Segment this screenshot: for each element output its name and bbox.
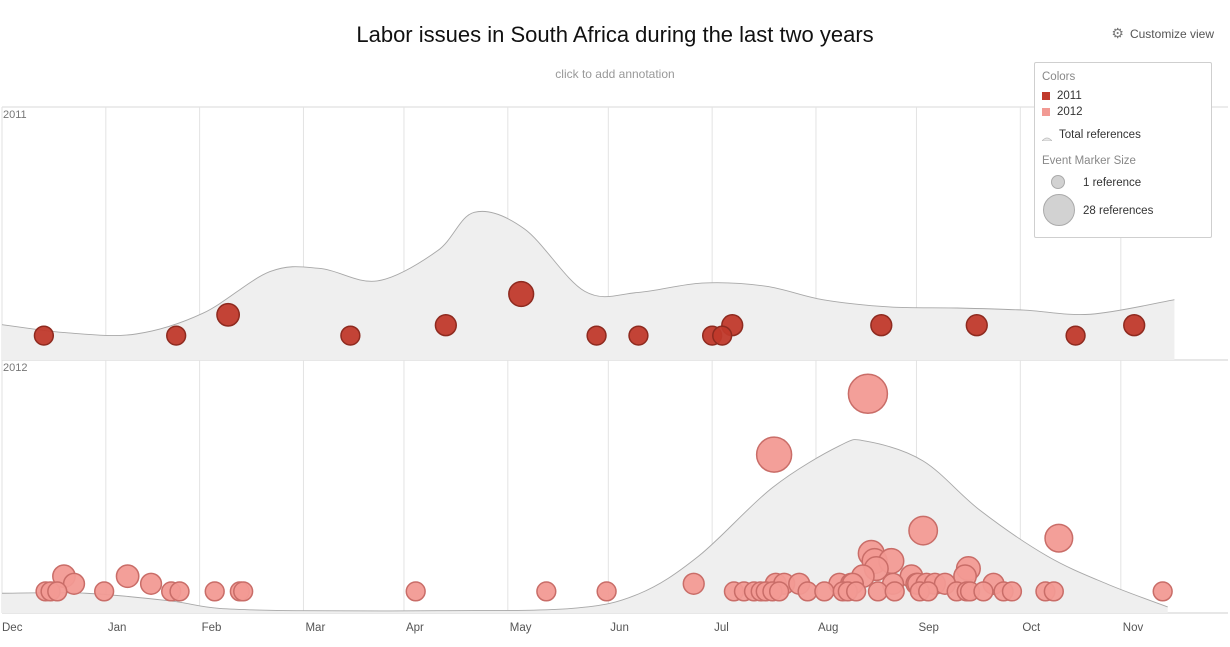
event-marker-2011 (33, 325, 55, 346)
event-marker-2012 (1001, 581, 1023, 602)
gear-icon: ⚙ (1111, 25, 1124, 41)
legend-item-2012[interactable]: 2012 (1042, 106, 1083, 118)
event-marker-2011 (1065, 325, 1086, 346)
event-marker-2011 (712, 325, 733, 346)
band-label-2011: 2011 (3, 109, 27, 121)
event-marker-2012 (405, 581, 426, 602)
legend-swatch-2012 (1042, 108, 1050, 116)
event-marker-2012 (115, 564, 140, 589)
event-marker-2012 (814, 581, 835, 602)
x-tick-label: Oct (1022, 622, 1041, 634)
event-marker-2012 (908, 515, 939, 546)
legend-size-heading: Event Marker Size (1042, 155, 1136, 167)
x-tick-label: Nov (1123, 622, 1144, 634)
x-tick-label: Sep (918, 622, 938, 634)
customize-view-label: Customize view (1129, 27, 1214, 41)
event-marker-2012 (47, 581, 68, 602)
event-marker-2011 (340, 325, 361, 346)
size-large-icon (1043, 194, 1075, 226)
total-references-line-2011 (1, 210, 1175, 336)
event-marker-2011 (508, 280, 535, 308)
x-tick-label: Aug (818, 622, 838, 634)
event-marker-2012 (94, 581, 115, 602)
legend-item-2011[interactable]: 2011 (1042, 90, 1082, 102)
x-tick-label: Jun (610, 622, 629, 634)
page-title: Labor issues in South Africa during the … (356, 22, 874, 47)
event-marker-2012 (846, 581, 867, 602)
event-marker-2012 (1043, 581, 1064, 602)
customize-view-button[interactable]: ⚙ Customize view (1111, 25, 1214, 42)
event-marker-2012 (169, 581, 190, 602)
event-marker-2012 (884, 581, 905, 602)
event-marker-2011 (628, 325, 649, 346)
x-tick-label: Apr (406, 622, 424, 634)
area-swatch-icon (1041, 132, 1053, 142)
legend-swatch-2011 (1042, 92, 1050, 100)
event-marker-2012 (596, 581, 617, 602)
event-marker-2012 (755, 436, 793, 473)
x-tick-label: Jan (108, 622, 127, 634)
event-marker-2011 (586, 325, 607, 346)
event-marker-2012 (918, 581, 939, 602)
event-marker-2011 (166, 325, 187, 346)
event-marker-2011 (870, 314, 893, 337)
event-marker-2012 (973, 581, 994, 602)
event-marker-2011 (1123, 314, 1146, 337)
band-label-2012: 2012 (3, 362, 27, 374)
event-marker-2012 (867, 581, 889, 602)
event-marker-2012 (536, 581, 557, 602)
event-marker-2011 (216, 302, 241, 327)
legend-item-total[interactable]: Total references (1041, 129, 1141, 142)
event-marker-2012 (139, 572, 163, 595)
legend-size-large-label: 28 references (1083, 205, 1154, 217)
legend-size-small-label: 1 reference (1083, 177, 1142, 189)
x-tick-label: Mar (305, 622, 325, 634)
event-marker-2012 (797, 581, 818, 602)
event-marker-2011 (434, 314, 457, 337)
event-marker-2012 (1044, 523, 1074, 553)
event-marker-2012 (682, 572, 705, 595)
size-small-icon (1051, 175, 1065, 189)
event-marker-2011 (965, 314, 988, 337)
legend-label-2011: 2011 (1057, 90, 1082, 102)
x-tick-label: Dec (2, 622, 23, 634)
event-marker-2012 (204, 581, 225, 602)
x-tick-label: May (510, 622, 532, 634)
legend-label-2012: 2012 (1057, 106, 1083, 118)
legend-panel: Colors 2011 2012 Total references Event … (1034, 62, 1212, 238)
event-marker-2012 (1152, 581, 1173, 602)
event-marker-2012 (233, 581, 254, 602)
add-annotation-link[interactable]: click to add annotation (555, 67, 675, 81)
total-references-line-2012 (1, 439, 1168, 612)
x-tick-label: Feb (202, 622, 222, 634)
legend-total-label: Total references (1059, 129, 1141, 141)
x-tick-label: Jul (714, 622, 729, 634)
legend-colors-heading: Colors (1042, 71, 1076, 83)
event-marker-2012 (847, 373, 889, 415)
event-marker-2012 (768, 581, 790, 602)
